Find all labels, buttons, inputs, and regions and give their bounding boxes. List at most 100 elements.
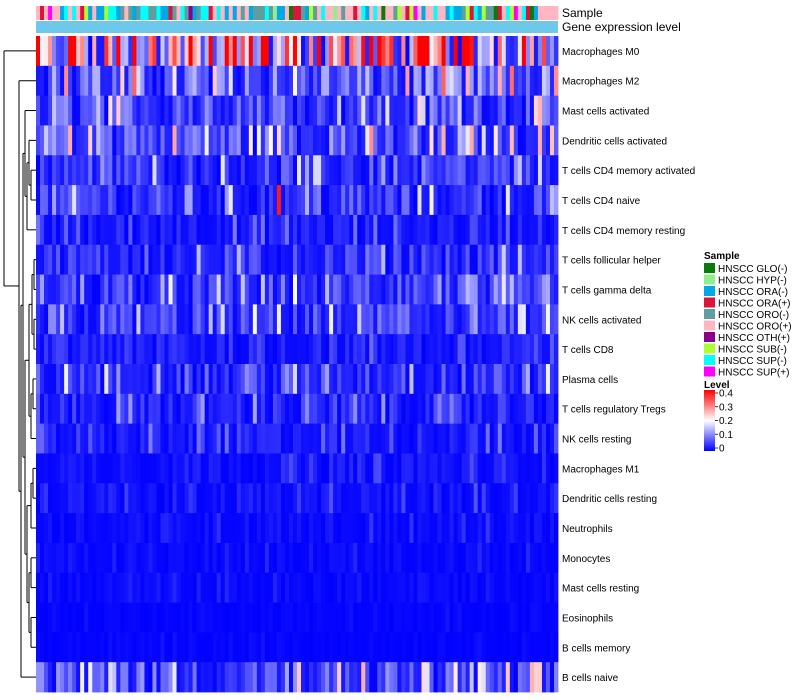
heatmap-cell bbox=[537, 513, 543, 544]
heatmap-cell bbox=[284, 542, 290, 574]
heatmap-cell bbox=[48, 542, 53, 574]
heatmap-cell bbox=[441, 423, 446, 454]
heatmap-cell bbox=[341, 483, 346, 514]
heatmap-cell bbox=[525, 572, 531, 603]
heatmap-cell bbox=[68, 453, 73, 484]
heatmap-cell bbox=[160, 364, 165, 395]
heatmap-cell bbox=[136, 662, 141, 693]
heatmap-cell bbox=[188, 65, 193, 97]
heatmap-cell bbox=[417, 513, 422, 544]
heatmap-cell bbox=[389, 513, 394, 544]
heatmap-cell bbox=[100, 483, 105, 514]
heatmap-cell bbox=[445, 304, 450, 335]
heatmap-cell bbox=[120, 125, 125, 156]
heatmap-cell bbox=[461, 334, 467, 365]
heatmap-cell bbox=[276, 244, 282, 275]
heatmap-cell bbox=[156, 244, 161, 275]
heatmap-cell bbox=[489, 95, 495, 126]
heatmap-cell bbox=[248, 214, 254, 246]
heatmap-cell bbox=[413, 513, 418, 544]
heatmap-cell bbox=[453, 244, 459, 275]
heatmap-cell bbox=[244, 662, 250, 693]
heatmap-cell bbox=[228, 185, 234, 216]
heatmap-cell bbox=[108, 125, 113, 156]
heatmap-cell bbox=[489, 274, 495, 305]
heatmap-cell bbox=[252, 214, 258, 246]
heatmap-cell bbox=[505, 304, 511, 335]
heatmap-cell bbox=[453, 125, 459, 156]
heatmap-cell bbox=[521, 483, 527, 514]
heatmap-cell bbox=[489, 483, 495, 514]
heatmap-cell bbox=[417, 185, 422, 216]
heatmap-cell bbox=[361, 244, 366, 275]
heatmap-cell bbox=[489, 632, 495, 663]
heatmap-cell bbox=[252, 572, 258, 603]
heatmap-cell bbox=[256, 542, 262, 574]
heatmap-cell bbox=[505, 453, 511, 484]
heatmap-cell bbox=[313, 185, 318, 216]
heatmap-cell bbox=[297, 155, 302, 186]
heatmap-cell bbox=[220, 364, 226, 395]
sample-annotation-cell bbox=[192, 6, 198, 20]
heatmap-cell bbox=[112, 95, 117, 126]
heatmap-cell bbox=[341, 274, 346, 305]
heatmap-cell bbox=[56, 274, 61, 305]
heatmap-cell bbox=[192, 304, 198, 335]
heatmap-cell bbox=[493, 483, 499, 514]
heatmap-cell bbox=[280, 185, 286, 216]
heatmap-cell bbox=[120, 155, 125, 186]
heatmap-cell bbox=[236, 244, 242, 275]
heatmap-cell bbox=[84, 155, 89, 186]
heatmap-cell bbox=[329, 155, 334, 186]
heatmap-cell bbox=[373, 602, 378, 633]
heatmap-cell bbox=[521, 602, 527, 633]
heatmap-cell bbox=[200, 393, 206, 425]
heatmap-cell bbox=[248, 185, 254, 216]
heatmap-cell bbox=[236, 274, 242, 305]
heatmap-cell bbox=[144, 185, 149, 216]
heatmap-cell bbox=[509, 214, 515, 246]
heatmap-cell bbox=[100, 36, 105, 67]
heatmap-cell bbox=[465, 542, 471, 574]
heatmap-cell bbox=[104, 304, 109, 335]
heatmap-cell bbox=[473, 632, 479, 663]
heatmap-cell bbox=[36, 274, 41, 305]
heatmap-cell bbox=[445, 244, 450, 275]
heatmap-cell bbox=[264, 662, 270, 693]
heatmap-cell bbox=[180, 542, 185, 574]
heatmap-cell bbox=[469, 155, 475, 186]
heatmap-cell bbox=[541, 602, 547, 633]
heatmap-cell bbox=[409, 36, 414, 67]
heatmap-cell bbox=[264, 602, 270, 633]
heatmap-cell bbox=[501, 155, 507, 186]
heatmap-cell bbox=[260, 483, 266, 514]
heatmap-cell bbox=[461, 662, 467, 693]
row-label: T cells CD4 memory resting bbox=[562, 226, 685, 237]
heatmap-cell bbox=[88, 602, 93, 633]
heatmap-cell bbox=[260, 423, 266, 454]
heatmap-cell bbox=[481, 95, 487, 126]
heatmap-cell bbox=[349, 304, 354, 335]
heatmap-cell bbox=[405, 334, 410, 365]
heatmap-cell bbox=[433, 662, 438, 693]
heatmap-cell bbox=[337, 572, 342, 603]
annotation-label-gene-expression-level: Gene expression level bbox=[562, 20, 681, 34]
heatmap-cell bbox=[353, 155, 358, 186]
heatmap-cell bbox=[88, 423, 93, 454]
heatmap-cell bbox=[116, 36, 121, 67]
heatmap-cell bbox=[148, 453, 153, 484]
heatmap-cell bbox=[228, 513, 234, 544]
heatmap-cell bbox=[357, 572, 362, 603]
heatmap-cell bbox=[64, 662, 69, 693]
heatmap-cell bbox=[248, 423, 254, 454]
heatmap-cell bbox=[80, 393, 85, 425]
heatmap-cell bbox=[337, 483, 342, 514]
heatmap-cell bbox=[240, 453, 246, 484]
heatmap-cell bbox=[501, 185, 507, 216]
heatmap-cell bbox=[553, 304, 559, 335]
heatmap-cell bbox=[132, 244, 137, 275]
heatmap-cell bbox=[128, 483, 133, 514]
row-label: T cells CD4 naive bbox=[562, 196, 641, 207]
heatmap-cell bbox=[220, 244, 226, 275]
heatmap-cell bbox=[445, 214, 450, 246]
